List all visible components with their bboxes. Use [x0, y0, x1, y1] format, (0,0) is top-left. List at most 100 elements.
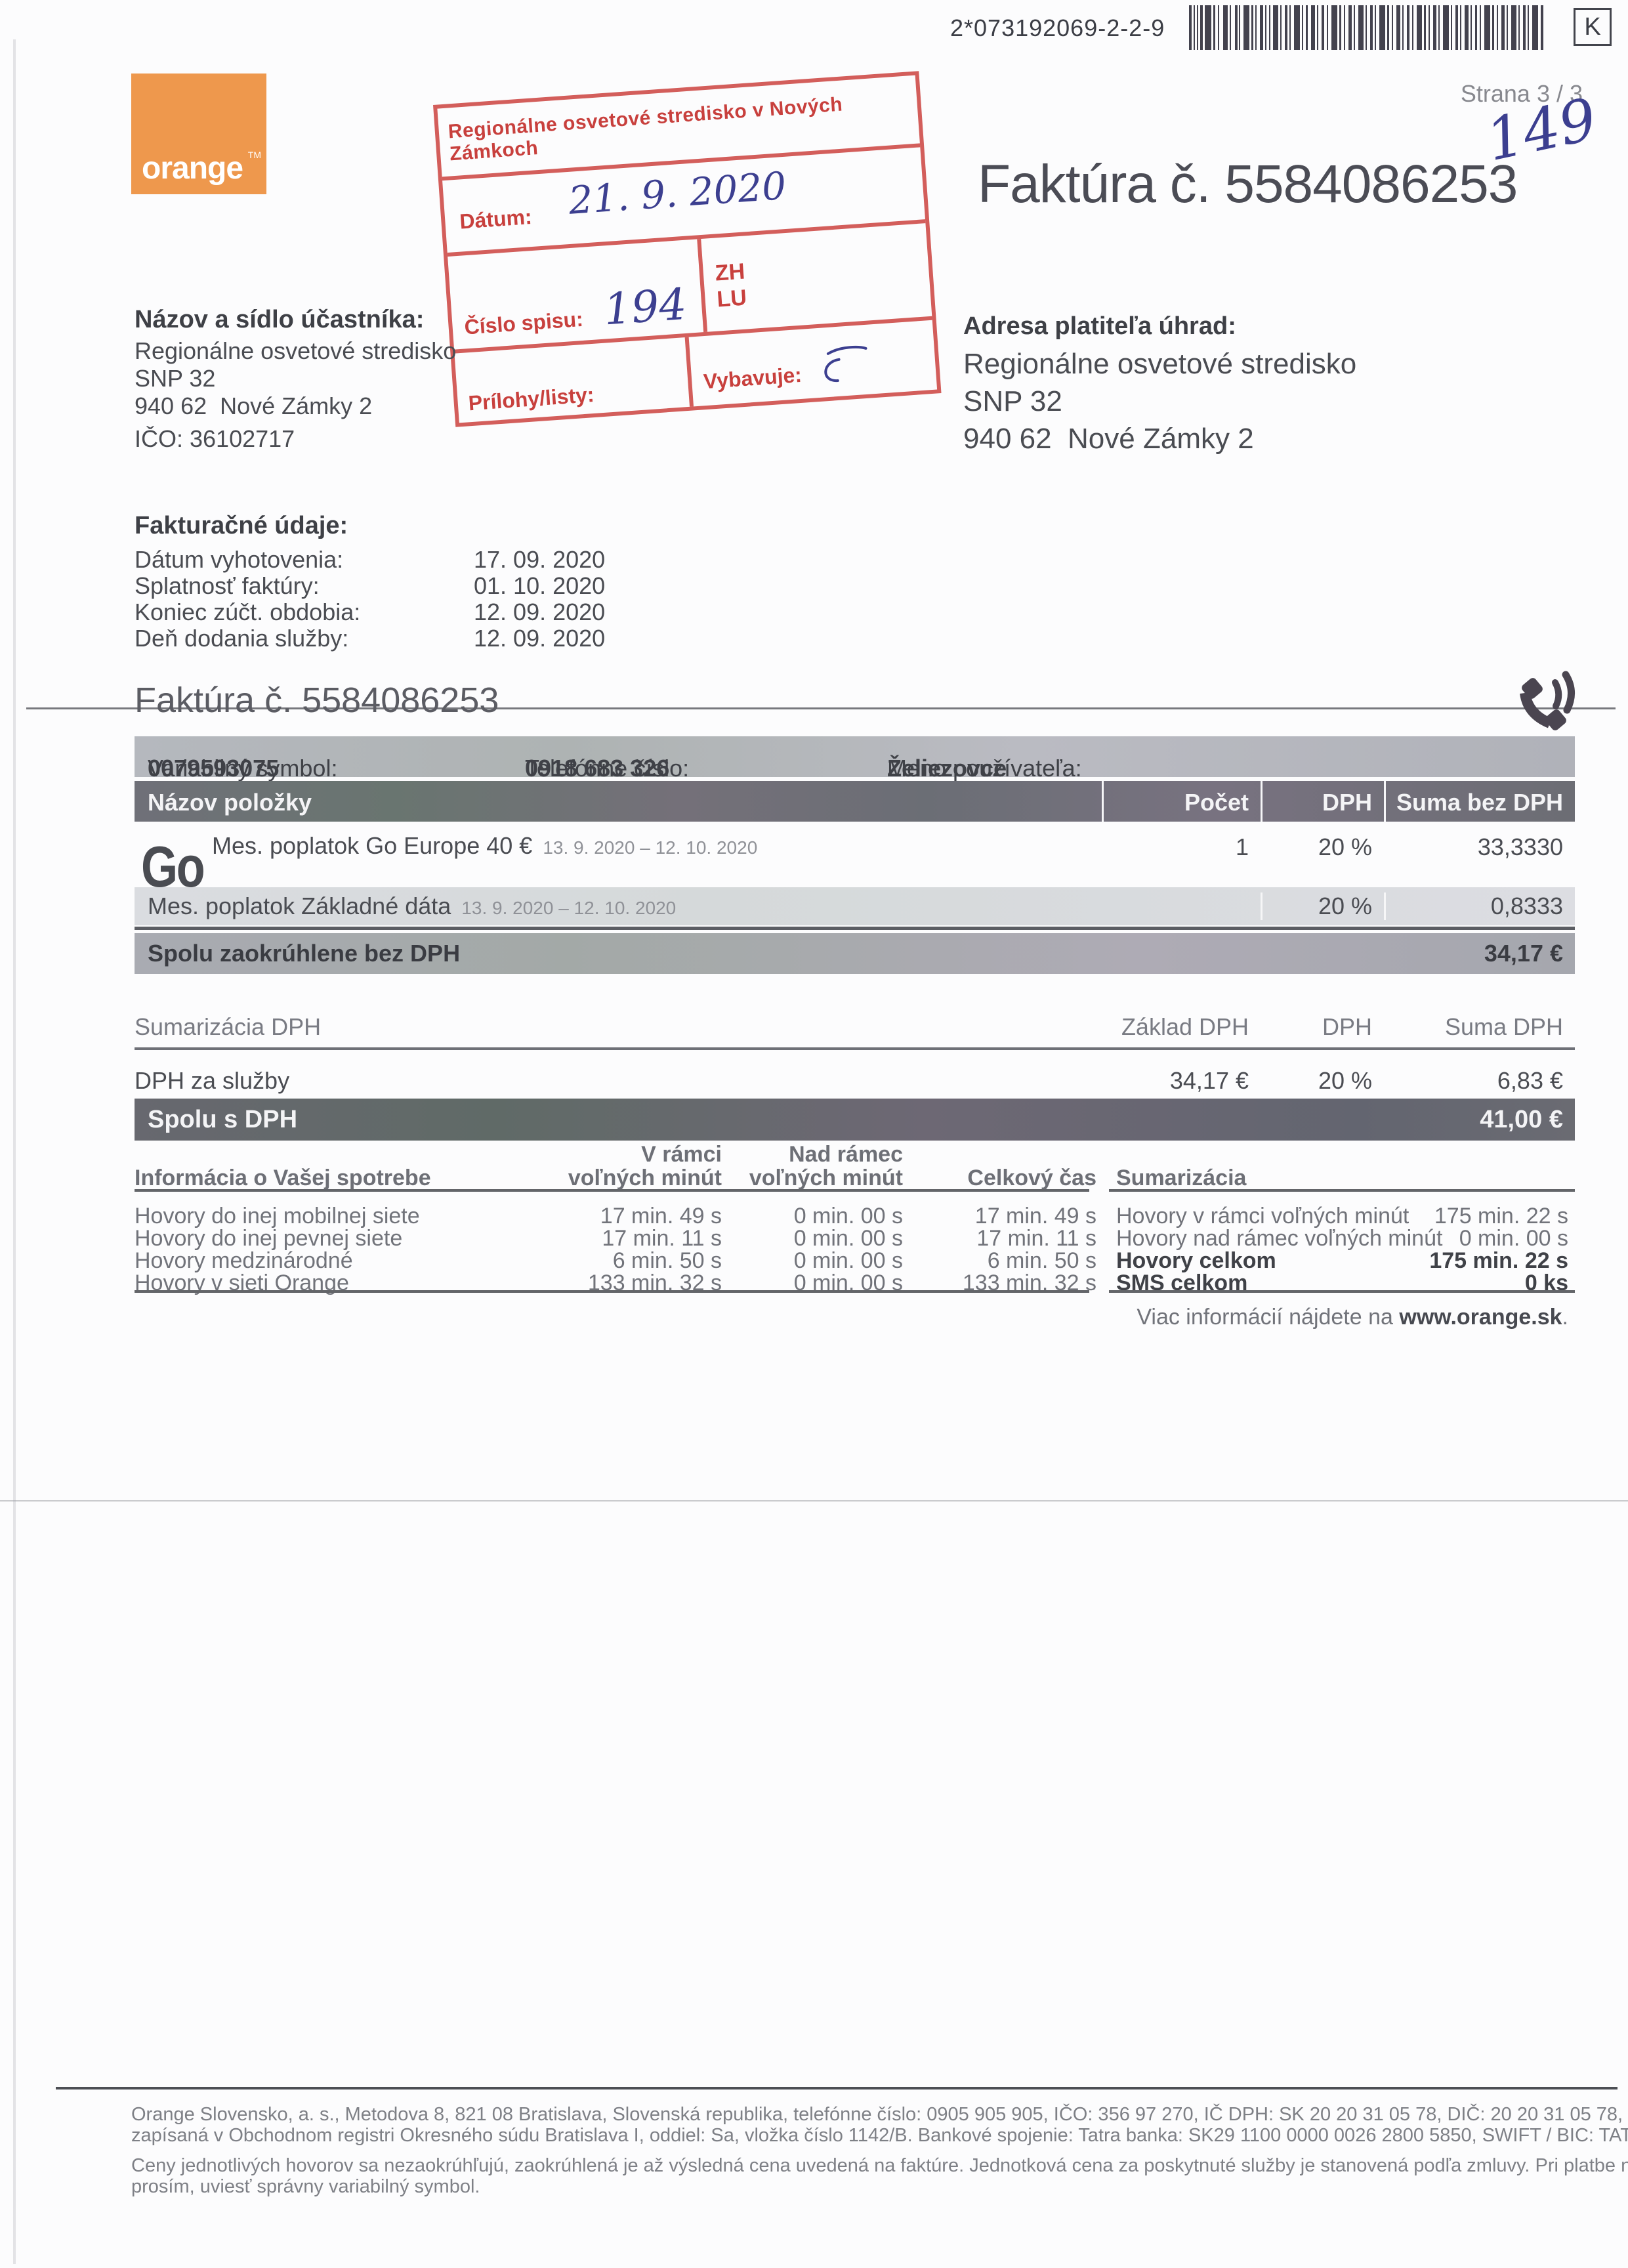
col-header-count: Počet: [1102, 781, 1261, 822]
footer-company-line1: Orange Slovensko, a. s., Metodova 8, 821…: [131, 2104, 1623, 2125]
more-info-line: Viac informácií nájdete na www.orange.sk…: [1137, 1305, 1568, 1330]
payer-line-1: Regionálne osvetové stredisko: [963, 348, 1357, 380]
usage-col-over-line1: Nad rámec: [789, 1142, 903, 1167]
usage-col-within-line2: voľných minút: [568, 1166, 722, 1190]
usage-divider-left: [135, 1189, 1089, 1192]
items-total-bar: Spolu zaokrúhlene bez DPH 34,17 €: [135, 933, 1575, 974]
usage-row-within: 17 min. 11 s: [602, 1226, 722, 1251]
vat-divider: [135, 1047, 1575, 1050]
barcode-icon: [1189, 5, 1543, 50]
orange-website-link: www.orange.sk: [1399, 1305, 1562, 1330]
stamp-file-label: Číslo spisu:: [463, 306, 584, 339]
billing-row-label: Splatnosť faktúry:: [135, 572, 320, 599]
usage-row-over: 0 min. 00 s: [793, 1226, 903, 1251]
usage-col-summary: Sumarizácia: [1116, 1166, 1247, 1190]
trademark-mark: TM: [247, 150, 261, 160]
item-period: 13. 9. 2020 – 12. 10. 2020: [543, 837, 758, 858]
reference-bar: Variabilný symbol: 0079593075 Telefónne …: [135, 736, 1575, 782]
footer-divider: [56, 2087, 1618, 2090]
vat-total-label: Spolu s DPH: [148, 1105, 298, 1133]
billing-row-label: Dátum vyhotovenia:: [135, 546, 344, 573]
usage-summary-value: 0 min. 00 s: [1459, 1226, 1568, 1251]
usage-bottom-divider-left: [135, 1290, 1089, 1293]
usage-divider-right: [1109, 1189, 1575, 1192]
item-vat: 20 %: [1318, 833, 1372, 860]
item-sum: 33,3330: [1477, 833, 1563, 860]
billing-row-value: 01. 10. 2020: [474, 572, 606, 599]
vs-value: 0079593075: [148, 755, 280, 782]
participant-address: Regionálne osvetové stredisko SNP 32 940…: [135, 337, 456, 420]
usage-title: Informácia o Vašej spotrebe: [135, 1166, 431, 1190]
usage-row-total: 17 min. 49 s: [974, 1204, 1096, 1228]
corner-letter: K: [1584, 12, 1601, 41]
payer-line-3: 940 62 Nové Zámky 2: [963, 423, 1254, 455]
stamp-initials: ZH LU: [701, 223, 932, 332]
billing-row-value: 12. 09. 2020: [474, 598, 606, 625]
more-info-suffix: .: [1562, 1305, 1568, 1330]
items-table-header: Názov položky Počet DPH Suma bez DPH: [135, 781, 1575, 822]
item-row: Mes. poplatok Základné dáta 13. 9. 2020 –…: [135, 887, 1575, 925]
vat-col-amount: Suma DPH: [1444, 1013, 1563, 1040]
participant-line-3: 940 62 Nové Zámky 2: [135, 392, 373, 419]
user-value: Želiezovce: [887, 755, 1007, 782]
barcode-number: 2*073192069-2-2-9: [950, 14, 1165, 41]
col-header-name: Názov položky: [148, 789, 312, 816]
footer-company-line2: zapísaná v Obchodnom registri Okresného …: [131, 2125, 1628, 2146]
scan-edge-artifact: [13, 39, 16, 2264]
usage-summary-value: 175 min. 22 s: [1429, 1248, 1568, 1273]
orange-logo-text: orange: [142, 151, 243, 186]
vat-total-bar: Spolu s DPH 41,00 €: [135, 1099, 1575, 1141]
usage-row-over: 0 min. 00 s: [793, 1248, 903, 1273]
more-info-text: Viac informácií nájdete na: [1137, 1305, 1400, 1330]
billing-row-value: 17. 09. 2020: [474, 546, 606, 573]
billing-row-value: 12. 09. 2020: [474, 625, 606, 652]
usage-row-within: 17 min. 49 s: [600, 1204, 722, 1228]
stamp-date-label: Dátum:: [459, 204, 533, 234]
usage-row-within: 6 min. 50 s: [612, 1248, 722, 1273]
stamp-attachments-row: Prílohy/listy: Vybavuje:: [454, 320, 937, 423]
vat-row-amount: 6,83 €: [1497, 1067, 1563, 1094]
vat-total-value: 41,00 €: [1480, 1105, 1563, 1133]
phone-number-value: 0918 683 326: [525, 755, 670, 782]
participant-line-1: Regionálne osvetové stredisko: [135, 337, 457, 364]
usage-summary-label: Hovory celkom: [1116, 1248, 1276, 1273]
item-vat: 20 %: [1261, 892, 1384, 920]
participant-label: Názov a sídlo účastníka:: [135, 306, 425, 333]
usage-bottom-divider-right: [1109, 1290, 1575, 1293]
item-name: Mes. poplatok Go Europe 40 €: [212, 832, 533, 859]
items-total-label: Spolu zaokrúhlene bez DPH: [148, 940, 461, 967]
phone-icon: [1520, 671, 1575, 730]
item-sum: 0,8333: [1384, 892, 1575, 920]
col-header-vat: DPH: [1261, 781, 1384, 822]
section-divider-line: [26, 707, 1616, 709]
usage-col-within-line1: V rámci: [641, 1142, 722, 1167]
receipt-stamp: Regionálne osvetové stredisko v Nových Z…: [433, 71, 942, 427]
usage-summary-label: Hovory v rámci voľných minút: [1116, 1204, 1409, 1228]
phone-number-label: Telefónne číslo:: [525, 755, 690, 782]
col-header-sum: Suma bez DPH: [1384, 781, 1575, 822]
usage-row-label: Hovory do inej mobilnej siete: [135, 1204, 420, 1228]
item-period: 13. 9. 2020 – 12. 10. 2020: [461, 898, 677, 918]
items-total-value: 34,17 €: [1484, 940, 1563, 967]
billing-row-label: Koniec zúčt. obdobia:: [135, 598, 361, 625]
invoice-title: Faktúra č. 5584086253: [978, 154, 1518, 214]
vat-row-label: DPH za služby: [135, 1067, 290, 1094]
usage-summary-label: Hovory nad rámec voľných minút: [1116, 1226, 1443, 1251]
usage-col-total: Celkový čas: [967, 1166, 1096, 1190]
footer-note-line2: prosím, uviesť správny variabilný symbol…: [131, 2176, 480, 2197]
payer-address: Regionálne osvetové stredisko SNP 32 940…: [963, 345, 1356, 457]
billing-title: Fakturačné údaje:: [135, 512, 348, 539]
vat-row-rate: 20 %: [1318, 1067, 1372, 1094]
invoice-section-heading: Faktúra č. 5584086253: [135, 681, 499, 720]
participant-line-2: SNP 32: [135, 365, 216, 392]
page-indicator: Strana 3 / 3: [1460, 80, 1583, 107]
vs-label: Variabilný symbol:: [148, 755, 338, 782]
vat-col-rate: DPH: [1322, 1013, 1372, 1040]
item-count: 1: [1235, 833, 1249, 860]
orange-logo: orange TM: [131, 74, 266, 194]
usage-row-label: Hovory medzinárodné: [135, 1248, 353, 1273]
item-row: Go Mes. poplatok Go Europe 40 €13. 9. 20…: [135, 822, 1575, 899]
stamp-attachments-label: Prílohy/listy:: [467, 382, 595, 415]
usage-row-label: Hovory do inej pevnej siete: [135, 1226, 403, 1251]
